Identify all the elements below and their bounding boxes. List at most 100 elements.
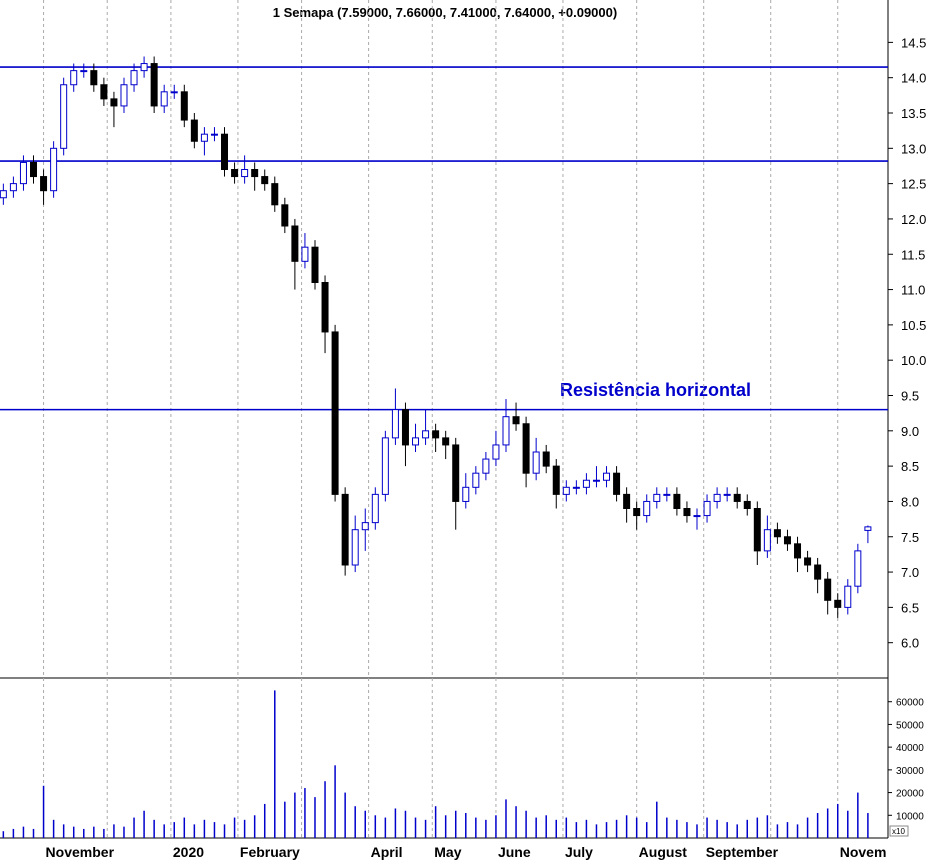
candle-body — [412, 437, 420, 446]
candle-body — [844, 585, 852, 608]
candle-body — [713, 493, 721, 502]
candle-body — [241, 169, 249, 178]
candle-body — [592, 479, 600, 482]
volume-tick-label: 40000 — [896, 743, 924, 754]
annotation: Resistência horizontal — [560, 380, 751, 400]
candle-body — [210, 133, 218, 136]
candle-body — [562, 486, 570, 495]
candle-body — [552, 465, 560, 495]
volume-tick-label: 10000 — [896, 811, 924, 822]
candle-body — [723, 493, 731, 496]
x-tick-label: May — [434, 844, 461, 860]
y-tick-label: 13.5 — [901, 106, 926, 121]
candle-body — [623, 493, 631, 509]
y-tick-label: 10.5 — [901, 318, 926, 333]
candle-body — [783, 536, 791, 545]
y-tick-label: 7.0 — [901, 565, 919, 580]
candle-body — [794, 543, 802, 559]
candle-body — [532, 451, 540, 474]
y-tick-label: 6.0 — [901, 636, 919, 651]
candle-body — [130, 70, 138, 86]
candle-body — [432, 430, 440, 439]
candle-body — [381, 437, 389, 495]
y-tick-label: 12.5 — [901, 177, 926, 192]
volume-unit: x10 — [892, 827, 905, 836]
candle-body — [331, 331, 339, 495]
candle-body — [492, 444, 500, 460]
x-tick-label: August — [639, 844, 688, 860]
candle-body — [251, 169, 259, 178]
candle-body — [271, 183, 279, 206]
candle-body — [311, 246, 319, 283]
x-tick-label: April — [371, 844, 403, 860]
y-tick-label: 13.0 — [901, 141, 926, 156]
candle-body — [773, 529, 781, 538]
y-tick-label: 8.5 — [901, 459, 919, 474]
candle-body — [603, 472, 611, 481]
y-tick-label: 9.5 — [901, 389, 919, 404]
candle-body — [673, 493, 681, 509]
candle-body — [703, 500, 711, 517]
candle-body — [351, 529, 359, 566]
chart-title: 1 Semapa (7.59000, 7.66000, 7.41000, 7.6… — [273, 5, 617, 20]
unit-box — [889, 825, 909, 837]
candle-body — [291, 225, 299, 262]
candle-body — [70, 70, 78, 86]
candle-body — [60, 84, 68, 149]
x-tick-label: 2020 — [173, 844, 204, 860]
candle-body — [0, 190, 7, 199]
candle-body — [472, 472, 480, 488]
x-tick-label: November — [46, 844, 115, 860]
candle-body — [743, 500, 751, 509]
y-tick-label: 9.0 — [901, 424, 919, 439]
candle-body — [321, 282, 329, 333]
x-tick-label: June — [498, 844, 531, 860]
candle-body — [19, 161, 27, 185]
candle-body — [9, 183, 17, 192]
volume-tick-label: 20000 — [896, 789, 924, 800]
candle-body — [341, 493, 349, 566]
candle-body — [854, 550, 862, 587]
candle-body — [40, 176, 48, 192]
candle-body — [401, 409, 409, 446]
candle-body — [442, 437, 450, 446]
candle-body — [180, 91, 188, 121]
candle-body — [231, 169, 239, 178]
candle-body — [120, 84, 128, 107]
candle-body — [422, 430, 430, 439]
y-tick-label: 8.0 — [901, 494, 919, 509]
candle-body — [733, 493, 741, 502]
candle-body — [864, 526, 872, 531]
y-tick-label: 11.5 — [901, 247, 925, 262]
candle-body — [763, 529, 771, 552]
candle-body — [140, 63, 148, 72]
candle-body — [261, 176, 269, 185]
volume-tick-label: 50000 — [896, 720, 924, 731]
candle-body — [613, 472, 621, 495]
y-tick-label: 10.0 — [901, 353, 926, 368]
candle-body — [100, 84, 108, 100]
candle-body — [643, 500, 651, 517]
candle-body — [170, 91, 178, 94]
candle-body — [221, 133, 229, 170]
candle-body — [653, 493, 661, 502]
candle-body — [834, 599, 842, 608]
candle-body — [663, 493, 671, 496]
candle-body — [190, 119, 198, 142]
y-tick-label: 11.0 — [901, 283, 925, 298]
candle-body — [150, 63, 158, 107]
candle-body — [452, 444, 460, 502]
volume-tick-label: 60000 — [896, 698, 924, 709]
candle-body — [633, 508, 641, 517]
candle-body — [462, 486, 470, 502]
y-tick-label: 6.5 — [901, 600, 919, 615]
y-tick-label: 14.0 — [901, 71, 926, 86]
x-tick-label: February — [240, 844, 300, 860]
candle-body — [281, 204, 289, 227]
candle-body — [693, 515, 701, 518]
candle-body — [753, 508, 761, 552]
candle-body — [814, 564, 822, 580]
candle-body — [361, 522, 369, 531]
candle-body — [482, 458, 490, 474]
